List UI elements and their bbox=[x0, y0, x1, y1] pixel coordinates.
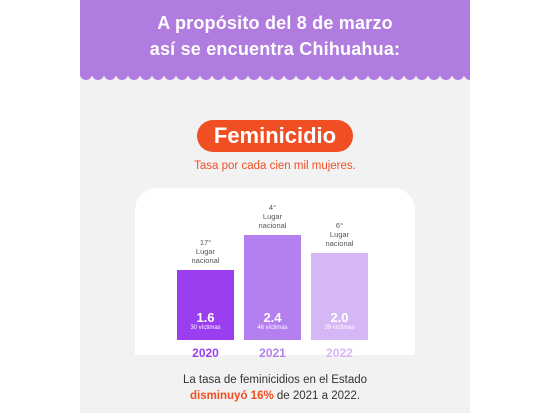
feminicidio-badge: Feminicidio bbox=[197, 120, 353, 152]
bar-2021: 2.4 46 víctimas bbox=[244, 235, 301, 340]
caption-line-2: disminuyó 16% de 2021 a 2022. bbox=[80, 390, 470, 402]
rank-label: 6° Lugar nacional bbox=[325, 220, 354, 248]
bar-victims-label: 30 víctimas bbox=[190, 325, 221, 331]
header-line-2: así se encuentra Chihuahua: bbox=[149, 39, 401, 59]
rank-label: 4° Lugar nacional bbox=[258, 203, 287, 230]
bar-2022: 2.0 39 víctimas bbox=[311, 252, 368, 340]
bar-victims-label: 46 víctimas bbox=[257, 325, 288, 331]
bar-value-label: 2.0 bbox=[330, 310, 349, 325]
header-line-1: A propósito del 8 de marzo bbox=[157, 13, 393, 33]
caption-rest: de 2021 a 2022. bbox=[273, 390, 361, 402]
caption-line-1: La tasa de feminicidios en el Estado bbox=[182, 374, 368, 386]
year-label: 2020 bbox=[192, 346, 219, 360]
year-label: 2021 bbox=[259, 346, 286, 360]
chart-subtitle: Tasa por cada cien mil mujeres. bbox=[194, 160, 356, 172]
header-banner: A propósito del 8 de marzo así se encuen… bbox=[80, 0, 470, 76]
rank-label: 17° Lugar nacional bbox=[191, 238, 220, 265]
caption-highlight: disminuyó 16% bbox=[189, 390, 274, 402]
bar-2020: 1.6 30 víctimas bbox=[177, 270, 234, 340]
bar-value-label: 2.4 bbox=[263, 310, 282, 325]
bar-victims-label: 39 víctimas bbox=[324, 325, 355, 331]
year-label: 2022 bbox=[326, 346, 353, 360]
header-scallop-edge bbox=[80, 74, 470, 80]
bar-value-label: 1.6 bbox=[196, 310, 215, 325]
infographic-card: A propósito del 8 de marzo así se encuen… bbox=[80, 0, 470, 413]
